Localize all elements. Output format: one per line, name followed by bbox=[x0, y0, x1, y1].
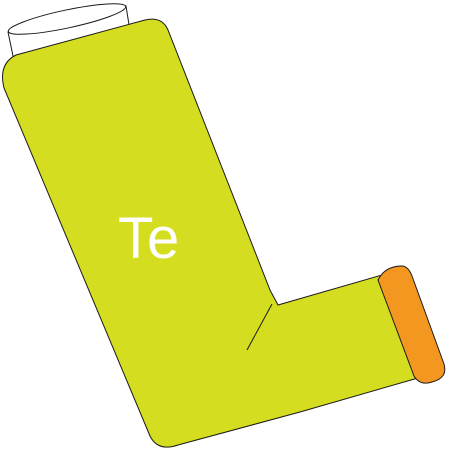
canister-top bbox=[7, 3, 127, 35]
body-crease-line bbox=[246, 303, 273, 351]
mouthpiece-cap bbox=[377, 265, 446, 384]
inhaler-body bbox=[2, 18, 419, 448]
element-label: Te bbox=[118, 206, 179, 271]
